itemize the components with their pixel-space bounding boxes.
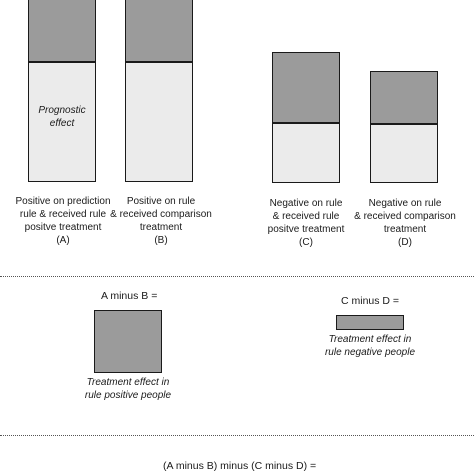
bar-a-prognostic-line1: Prognostic (38, 105, 86, 116)
bar-c-caption-line2: & received rule (272, 211, 340, 222)
bar-c-caption-line3: positve treatment (267, 224, 345, 235)
c-minus-d-box (336, 315, 404, 330)
a-minus-b-label: A minus B = (101, 290, 158, 302)
bar-c (272, 52, 340, 183)
bar-d-caption-line4: (D) (398, 237, 412, 248)
a-minus-b-box (94, 310, 162, 373)
bar-b-treatment-segment (126, 0, 192, 63)
bar-d-treatment-segment (371, 72, 437, 125)
bar-a-prognostic-line2: effect (49, 118, 75, 129)
bar-a-caption-line4: (A) (56, 235, 70, 246)
bar-b-caption-line1: Positive on rule (126, 196, 196, 207)
bar-c-caption: Negative on rule & received rule positve… (254, 197, 358, 249)
bar-b-caption-line3: treatment (139, 222, 183, 233)
bar-b-baseline-segment (126, 63, 192, 181)
bar-b-caption-line2: & received comparison (110, 209, 212, 220)
bar-a-caption: Positive on prediction rule & received r… (8, 195, 118, 247)
bar-b (125, 0, 193, 182)
bar-c-caption-line1: Negative on rule (269, 198, 343, 209)
bar-d-caption: Negative on rule & received comparison t… (348, 197, 462, 249)
bar-a: Prognostic effect (28, 0, 96, 182)
bar-c-caption-line4: (C) (299, 237, 313, 248)
c-minus-d-label: C minus D = (341, 295, 400, 307)
bar-c-treatment-segment (273, 53, 339, 124)
section-divider-top (0, 276, 474, 277)
bar-a-caption-line3: positve treatment (24, 222, 102, 233)
bar-c-baseline-segment (273, 124, 339, 182)
bar-d (370, 71, 438, 183)
a-minus-b-caption: Treatment effect in rule positive people (70, 376, 186, 402)
a-minus-b-caption-line1: Treatment effect in (86, 377, 170, 388)
c-minus-d-caption-line1: Treatment effect in (328, 334, 412, 345)
final-difference-label: (A minus B) minus (C minus D) = (163, 460, 317, 472)
c-minus-d-caption: Treatment effect in rule negative people (312, 333, 428, 359)
bar-a-caption-line1: Positive on prediction (15, 196, 111, 207)
bar-d-baseline-segment (371, 125, 437, 182)
bar-b-caption-line4: (B) (154, 235, 168, 246)
c-minus-d-caption-line2: rule negative people (324, 347, 416, 358)
bar-a-baseline-segment (29, 63, 95, 181)
bar-d-caption-line2: & received comparison (354, 211, 456, 222)
bar-a-caption-line2: rule & received rule (19, 209, 107, 220)
bar-d-caption-line3: treatment (383, 224, 427, 235)
bar-a-treatment-segment (29, 0, 95, 63)
bar-b-caption: Positive on rule & received comparison t… (104, 195, 218, 247)
bar-a-prognostic-label: Prognostic effect (29, 104, 95, 130)
section-divider-bottom (0, 435, 474, 436)
a-minus-b-caption-line2: rule positive people (84, 390, 172, 401)
bar-d-caption-line1: Negative on rule (368, 198, 442, 209)
